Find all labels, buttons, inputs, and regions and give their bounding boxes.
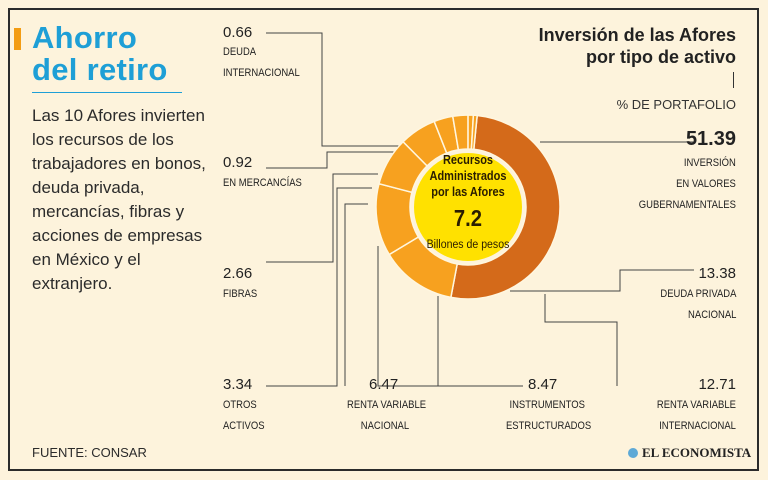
label-deuda-internacional: DEUDA INTERNACIONAL — [223, 42, 300, 84]
label-line: NACIONAL — [687, 309, 736, 321]
title-line-2: del retiro — [32, 52, 168, 87]
label-line: NACIONAL — [360, 420, 410, 432]
leader-line — [510, 269, 694, 292]
accent-bar — [14, 28, 21, 50]
title-underline — [32, 92, 182, 93]
label-mercancias: EN MERCANCÍAS — [223, 177, 302, 189]
label-gubernamentales: INVERSIÓN EN VALORES GUBERNAMENTALES — [639, 153, 736, 216]
label-line: EN VALORES — [676, 178, 736, 190]
center-text: Administrados — [430, 169, 507, 183]
leader-line — [344, 203, 368, 386]
label-line: ACTIVOS — [223, 420, 265, 432]
value-renta-variable-nacional: 6.47 — [369, 376, 399, 393]
donut-slice — [449, 114, 561, 300]
value-mercancias: 0.92 — [223, 154, 253, 171]
label-fibras: FIBRAS — [223, 288, 258, 300]
label-line: ESTRUCTURADOS — [506, 420, 592, 432]
label-line: INTERNACIONAL — [659, 420, 736, 432]
label-line: INVERSIÓN — [683, 157, 736, 169]
center-text: Recursos — [443, 153, 494, 167]
label-line: GUBERNAMENTALES — [638, 199, 736, 211]
label-instrumentos: INSTRUMENTOS ESTRUCTURADOS — [506, 395, 591, 437]
chart-unit: % DE PORTAFOLIO — [616, 97, 736, 112]
logo-mark-icon — [628, 448, 638, 458]
label-renta-variable-internacional: RENTA VARIABLE INTERNACIONAL — [657, 395, 736, 437]
label-otros-activos: OTROS ACTIVOS — [223, 395, 265, 437]
source-note: FUENTE: CONSAR — [32, 445, 147, 460]
label-deuda-privada: DEUDA PRIVADA NACIONAL — [660, 284, 736, 326]
center-text: Billones de pesos — [427, 238, 510, 251]
label-line: RENTA VARIABLE — [656, 399, 736, 411]
title-divider — [733, 72, 734, 88]
value-otros-activos: 3.34 — [223, 376, 253, 393]
leader-line — [266, 173, 378, 263]
label-line: DEUDA PRIVADA — [659, 288, 736, 300]
label-line: INTERNACIONAL — [223, 67, 300, 79]
label-line: OTROS — [223, 399, 257, 411]
leader-line — [377, 246, 448, 387]
intro-text: Las 10 Afores invierten los recursos de … — [32, 106, 206, 293]
value-fibras: 2.66 — [223, 265, 253, 282]
leader-line — [544, 294, 618, 386]
value-gubernamentales: 51.39 — [685, 128, 736, 150]
logo-text: EL ECONOMISTA — [642, 445, 752, 460]
chart-title: Inversión de las Afores por tipo de acti… — [538, 25, 736, 67]
label-line: DEUDA — [223, 46, 257, 58]
label-renta-variable-nacional: RENTA VARIABLE NACIONAL — [347, 395, 426, 437]
leader-line — [266, 151, 402, 169]
donut-center — [414, 153, 522, 261]
label-line: INSTRUMENTOS — [509, 399, 585, 411]
panel-title: Ahorro del retiro — [32, 22, 168, 86]
publisher-logo: EL ECONOMISTA — [628, 445, 751, 461]
center-text: 7.2 — [454, 205, 482, 232]
value-deuda-internacional: 0.66 — [223, 24, 253, 41]
value-renta-variable-internacional: 12.71 — [698, 376, 736, 393]
value-deuda-privada: 13.38 — [698, 265, 736, 282]
label-line: RENTA VARIABLE — [347, 399, 427, 411]
title-line-1: Ahorro — [32, 20, 138, 55]
center-text: por las Afores — [431, 185, 505, 199]
leader-line — [266, 32, 400, 147]
leader-line — [437, 296, 523, 387]
leader-line — [266, 187, 372, 387]
value-instrumentos: 8.47 — [528, 376, 558, 393]
donut-slice — [470, 114, 479, 151]
